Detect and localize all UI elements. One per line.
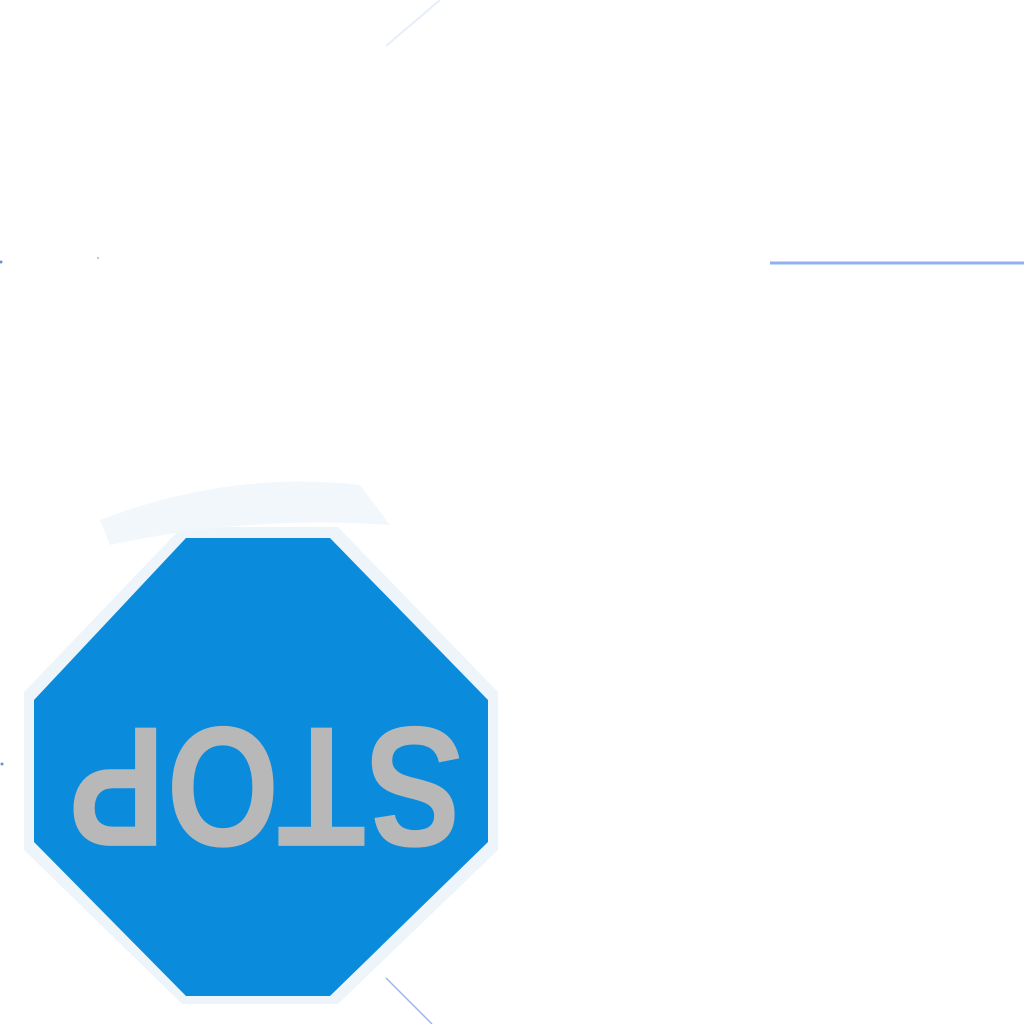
octagon-sign bbox=[34, 538, 488, 996]
left-speck-top bbox=[0, 260, 3, 264]
left-speck-bottom bbox=[0, 762, 4, 766]
bottom-faint-streak bbox=[385, 977, 433, 1024]
left-speck-small bbox=[97, 257, 99, 259]
top-faint-streak bbox=[385, 0, 441, 47]
sign-top-haze bbox=[100, 481, 390, 545]
sign-text: STOP bbox=[69, 691, 464, 883]
